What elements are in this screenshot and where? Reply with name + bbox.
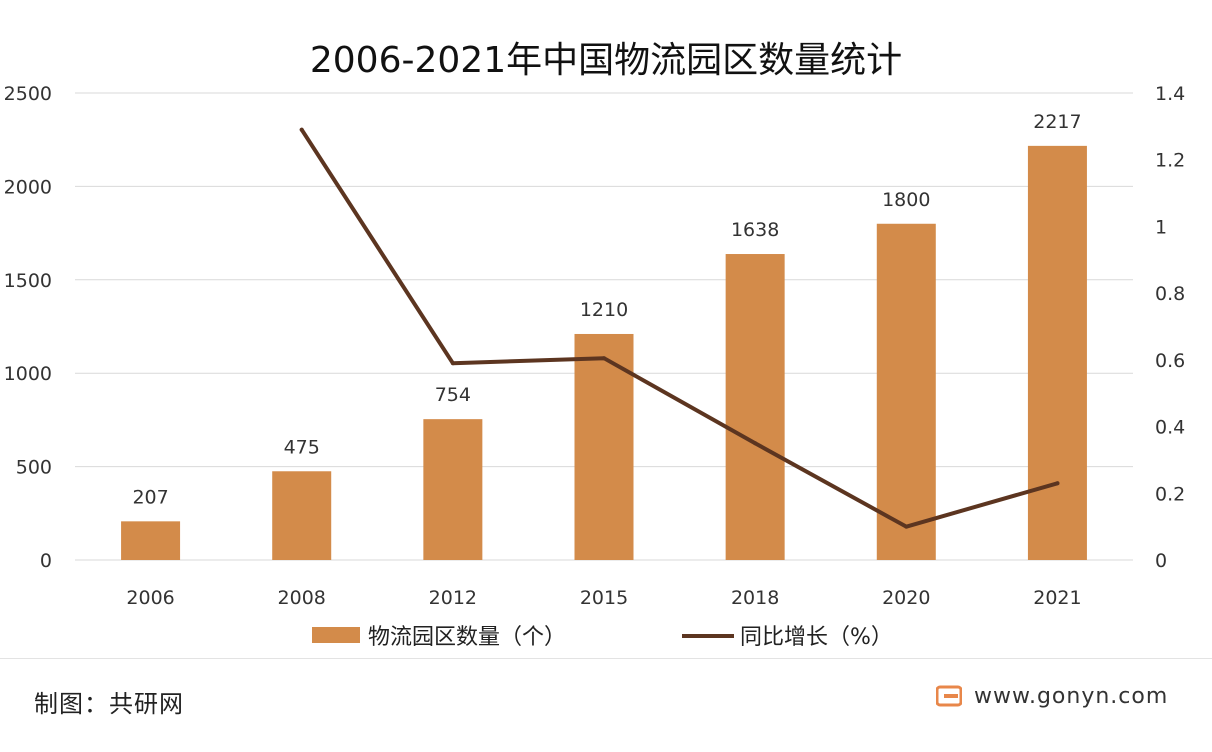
growth-line [299,127,1060,529]
y-right-tick-label: 0.2 [1155,483,1185,505]
bar [1027,145,1087,561]
bar-value-label: 2217 [1033,111,1081,133]
bar [121,521,181,560]
chart-credit: 制图：共研网 [34,690,184,718]
growth-point [602,356,606,361]
growth-point [753,441,758,446]
growth-point [299,127,304,132]
gonyn-logo-icon [936,685,962,707]
watermark-url: www.gonyn.com [974,683,1169,709]
chart-title: 2006-2021年中国物流园区数量统计 [310,40,902,81]
bar [423,419,483,560]
y-right-tick-label: 0.4 [1155,417,1185,439]
bar [725,254,785,560]
bar-value-label: 1800 [882,189,930,211]
x-tick-label: 2018 [731,587,779,609]
y-right-tick-label: 1 [1155,216,1167,238]
y-right-tick-label: 0.6 [1155,350,1185,372]
y-right-tick-label: 0 [1155,550,1167,572]
bar [574,333,634,560]
bar-value-label: 1638 [731,219,779,241]
y-right-tick-label: 1.2 [1155,150,1185,172]
y-right-tick-label: 0.8 [1155,283,1185,305]
legend-label-bars: 物流园区数量（个） [368,625,566,650]
bar [876,223,936,560]
x-tick-label: 2021 [1033,587,1081,609]
chart-canvas: 2006-2021年中国物流园区数量统计 0 500 1000 1500 2000 2500… [4,40,1186,650]
y-right-tick-label: 1.4 [1155,83,1185,105]
x-tick-label: 2015 [580,587,628,609]
bar-value-label: 207 [132,486,168,508]
y-left-tick-label: 500 [16,457,52,479]
bar [272,471,332,560]
y-left-tick-label: 1000 [4,363,52,385]
x-tick-label: 2006 [126,587,174,609]
x-tick-label: 2020 [882,587,930,609]
y-left-tick-label: 2500 [4,83,52,105]
watermark[interactable]: www.gonyn.com [936,682,1168,710]
growth-point [1055,481,1060,486]
x-tick-label: 2012 [429,587,477,609]
bar-value-label: 754 [435,384,471,406]
legend-swatch-bars [312,627,360,643]
legend-label-line: 同比增长（%） [740,625,893,650]
y-left-tick-label: 0 [40,550,52,572]
growth-point [450,361,455,366]
y-left-tick-label: 1500 [4,270,52,292]
y-left-tick-label: 2000 [4,176,52,198]
bar-value-label: 1210 [580,299,628,321]
footer-divider [0,658,1212,659]
growth-point [904,524,909,529]
bar-value-label: 475 [284,436,320,458]
x-tick-label: 2008 [278,587,326,609]
